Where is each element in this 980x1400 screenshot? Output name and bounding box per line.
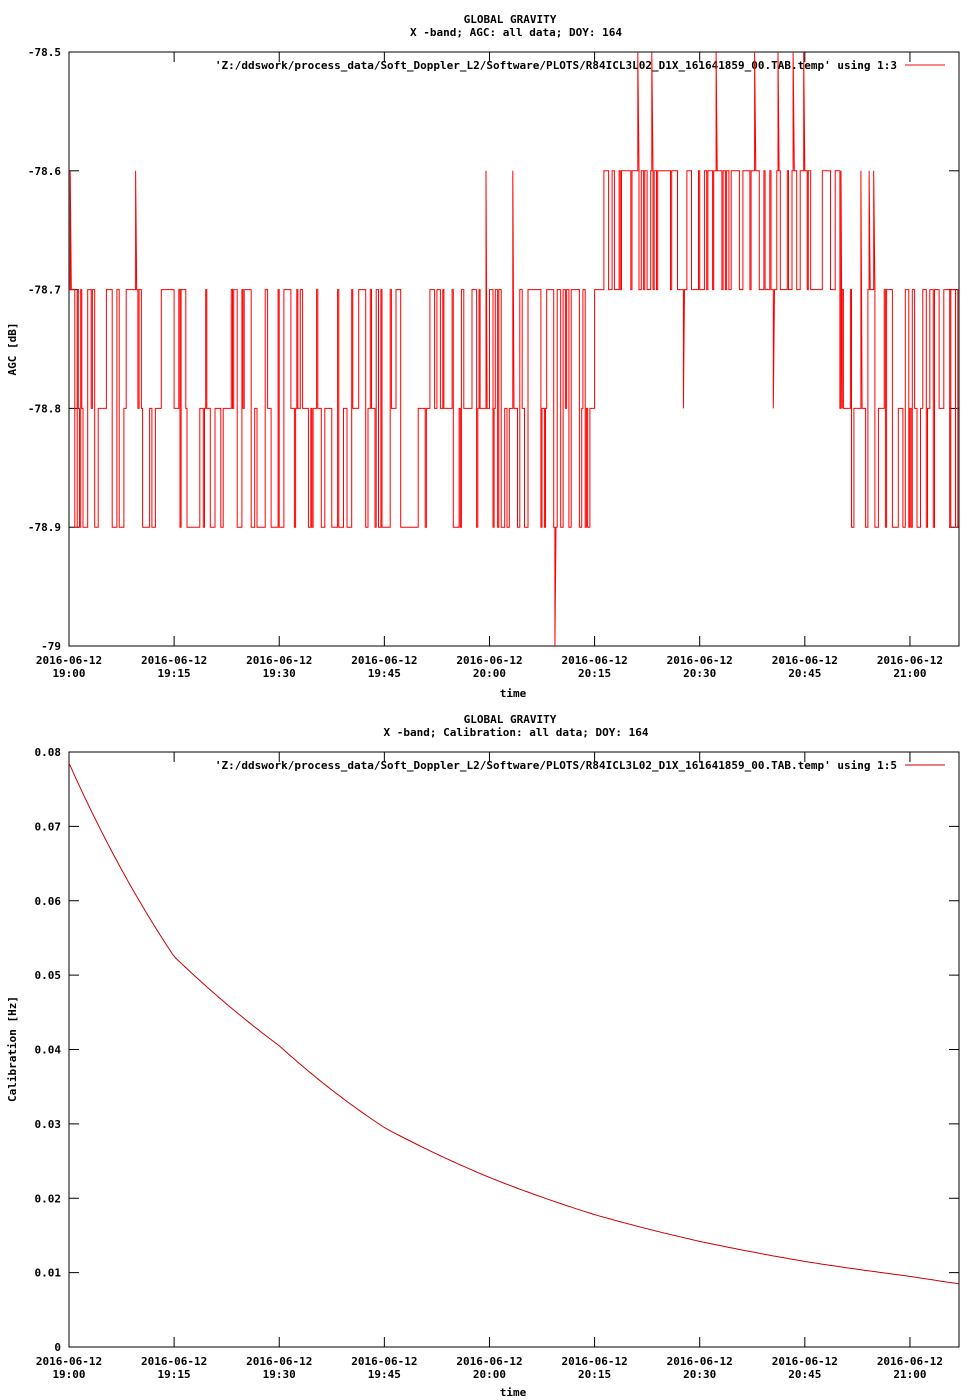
calibration-y-tick-label: 0.08 bbox=[35, 746, 62, 759]
agc-x-tick-time: 21:00 bbox=[893, 667, 926, 680]
agc-legend-label: 'Z:/ddswork/process_data/Soft_Doppler_L2… bbox=[215, 59, 897, 72]
calibration-series-line bbox=[68, 762, 960, 1285]
calibration-x-tick-date: 2016-06-12 bbox=[561, 1355, 627, 1368]
agc-x-tick-date: 2016-06-12 bbox=[351, 654, 417, 667]
agc-x-tick-date: 2016-06-12 bbox=[667, 654, 733, 667]
agc-y-tick-label: -78.9 bbox=[28, 521, 61, 534]
agc-y-axis: -78.5 -78.6 -78.7 -78.8 -78.9 -79 bbox=[28, 46, 959, 653]
calibration-chart-title: GLOBAL GRAVITY bbox=[464, 713, 557, 726]
agc-x-tick-time: 20:45 bbox=[788, 667, 821, 680]
agc-x-tick-time: 20:00 bbox=[473, 667, 506, 680]
calibration-legend: 'Z:/ddswork/process_data/Soft_Doppler_L2… bbox=[215, 759, 945, 772]
agc-x-tick-date: 2016-06-12 bbox=[246, 654, 312, 667]
calibration-y-tick-label: 0.02 bbox=[35, 1192, 62, 1205]
calibration-x-tick-time: 19:15 bbox=[158, 1368, 191, 1381]
calibration-chart: GLOBAL GRAVITY X -band; Calibration: all… bbox=[6, 713, 960, 1399]
agc-x-tick-date: 2016-06-12 bbox=[772, 654, 838, 667]
agc-x-tick-time: 19:30 bbox=[263, 667, 296, 680]
calibration-y-tick-label: 0.03 bbox=[35, 1118, 62, 1131]
agc-x-axis: 2016-06-1219:002016-06-1219:152016-06-12… bbox=[36, 52, 943, 680]
calibration-x-tick-date: 2016-06-12 bbox=[351, 1355, 417, 1368]
calibration-y-tick-label: 0.05 bbox=[35, 969, 62, 982]
agc-y-tick-label: -78.7 bbox=[28, 284, 61, 297]
agc-x-tick-time: 19:15 bbox=[158, 667, 191, 680]
calibration-x-tick-date: 2016-06-12 bbox=[667, 1355, 733, 1368]
agc-chart: GLOBAL GRAVITY X -band; AGC: all data; D… bbox=[6, 13, 960, 700]
agc-plot-frame bbox=[68, 51, 960, 647]
calibration-y-tick-label: 0.06 bbox=[35, 895, 62, 908]
agc-legend: 'Z:/ddswork/process_data/Soft_Doppler_L2… bbox=[215, 59, 945, 72]
agc-chart-title: GLOBAL GRAVITY bbox=[464, 13, 557, 26]
agc-x-tick-time: 20:15 bbox=[578, 667, 611, 680]
calibration-y-axis: 0.08 0.07 0.06 0.05 0.04 0.03 0.02 0.01 0 bbox=[35, 746, 959, 1354]
calibration-y-tick-label: 0.07 bbox=[35, 820, 62, 833]
calibration-y-tick-label: 0 bbox=[54, 1341, 61, 1354]
calibration-x-tick-time: 20:30 bbox=[683, 1368, 716, 1381]
calibration-x-tick-time: 20:00 bbox=[473, 1368, 506, 1381]
calibration-y-axis-label: Calibration [Hz] bbox=[6, 996, 19, 1102]
agc-y-axis-label: AGC [dB] bbox=[6, 323, 19, 376]
agc-x-axis-label: time bbox=[500, 687, 527, 700]
calibration-x-tick-time: 19:45 bbox=[368, 1368, 401, 1381]
agc-x-tick-time: 20:30 bbox=[683, 667, 716, 680]
calibration-chart-subtitle: X -band; Calibration: all data; DOY: 164 bbox=[384, 726, 649, 739]
agc-x-tick-date: 2016-06-12 bbox=[456, 654, 522, 667]
agc-y-tick-label: -78.5 bbox=[28, 46, 61, 59]
calibration-x-tick-date: 2016-06-12 bbox=[36, 1355, 102, 1368]
calibration-x-tick-time: 19:00 bbox=[52, 1368, 85, 1381]
agc-y-tick-label: -78.6 bbox=[28, 165, 61, 178]
agc-x-tick-date: 2016-06-12 bbox=[36, 654, 102, 667]
agc-y-tick-label: -79 bbox=[41, 640, 61, 653]
calibration-y-tick-label: 0.04 bbox=[35, 1044, 62, 1057]
agc-x-tick-time: 19:00 bbox=[52, 667, 85, 680]
calibration-x-tick-time: 20:45 bbox=[788, 1368, 821, 1381]
calibration-x-tick-date: 2016-06-12 bbox=[246, 1355, 312, 1368]
agc-x-tick-date: 2016-06-12 bbox=[141, 654, 207, 667]
calibration-x-axis-label: time bbox=[500, 1386, 527, 1399]
agc-x-tick-date: 2016-06-12 bbox=[877, 654, 943, 667]
agc-series-line bbox=[69, 51, 959, 647]
agc-chart-subtitle: X -band; AGC: all data; DOY: 164 bbox=[410, 26, 622, 39]
calibration-legend-label: 'Z:/ddswork/process_data/Soft_Doppler_L2… bbox=[215, 759, 897, 772]
calibration-x-tick-date: 2016-06-12 bbox=[456, 1355, 522, 1368]
calibration-x-tick-date: 2016-06-12 bbox=[141, 1355, 207, 1368]
agc-x-tick-date: 2016-06-12 bbox=[561, 654, 627, 667]
calibration-x-axis: 2016-06-1219:002016-06-1219:152016-06-12… bbox=[36, 752, 943, 1381]
calibration-x-tick-date: 2016-06-12 bbox=[772, 1355, 838, 1368]
calibration-plot-frame bbox=[68, 751, 960, 1348]
agc-y-tick-label: -78.8 bbox=[28, 402, 61, 415]
calibration-x-tick-time: 20:15 bbox=[578, 1368, 611, 1381]
calibration-x-tick-date: 2016-06-12 bbox=[877, 1355, 943, 1368]
calibration-y-tick-label: 0.01 bbox=[35, 1267, 62, 1280]
agc-x-tick-time: 19:45 bbox=[368, 667, 401, 680]
calibration-x-tick-time: 21:00 bbox=[893, 1368, 926, 1381]
calibration-x-tick-time: 19:30 bbox=[263, 1368, 296, 1381]
